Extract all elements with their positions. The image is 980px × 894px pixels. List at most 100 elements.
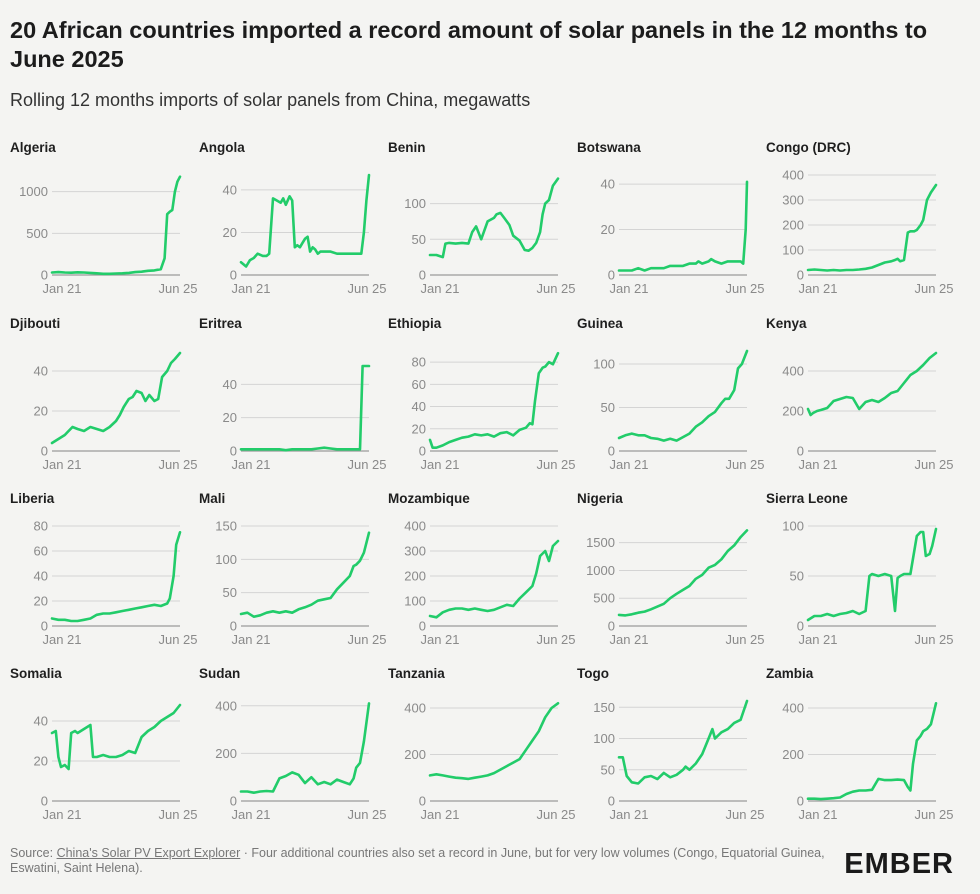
- series-line: [239, 364, 371, 452]
- y-tick-label: 0: [230, 619, 237, 634]
- panel-title: Sudan: [199, 666, 240, 681]
- x-tick-label: Jan 21: [609, 632, 648, 647]
- series-line: [50, 531, 182, 623]
- x-tick-label: Jun 25: [725, 807, 764, 822]
- x-tick-label: Jun 25: [347, 807, 386, 822]
- ember-logo: EMBER: [844, 848, 954, 880]
- y-tick-label: 20: [34, 404, 48, 419]
- y-tick-label: 0: [419, 794, 426, 809]
- y-tick-label: 0: [797, 444, 804, 459]
- series-line: [428, 351, 560, 449]
- y-tick-label: 40: [34, 569, 48, 584]
- y-tick-label: 0: [608, 794, 615, 809]
- y-tick-label: 300: [404, 544, 426, 559]
- x-tick-label: Jun 25: [536, 281, 575, 296]
- x-tick-label: Jun 25: [347, 632, 386, 647]
- y-tick-label: 400: [782, 168, 804, 183]
- panel-title: Tanzania: [388, 666, 445, 681]
- series-line: [806, 702, 938, 801]
- series-line: [617, 699, 749, 785]
- x-tick-label: Jan 21: [42, 281, 81, 296]
- y-tick-label: 50: [412, 232, 426, 247]
- y-tick-label: 150: [215, 519, 237, 534]
- series-line: [239, 173, 371, 268]
- x-tick-label: Jun 25: [536, 457, 575, 472]
- chart-panel: Eritrea 0 20 40 Jan 21 Jun 25: [199, 316, 387, 472]
- panel-title: Mozambique: [388, 491, 470, 506]
- panel-title: Ethiopia: [388, 316, 442, 331]
- chart-panel: Angola 0 20 40 Jan 21 Jun 25: [199, 140, 387, 296]
- y-tick-label: 20: [34, 754, 48, 769]
- x-tick-label: Jun 25: [347, 281, 386, 296]
- y-tick-label: 50: [601, 762, 615, 777]
- y-tick-label: 100: [593, 357, 615, 372]
- y-tick-label: 50: [790, 569, 804, 584]
- y-tick-label: 1000: [586, 563, 615, 578]
- y-tick-label: 100: [404, 594, 426, 609]
- x-tick-label: Jun 25: [536, 632, 575, 647]
- series-line: [428, 539, 560, 619]
- y-tick-label: 100: [404, 196, 426, 211]
- y-tick-label: 0: [608, 444, 615, 459]
- chart-panel: Algeria 0 500 1000 Jan 21 Jun 25: [10, 140, 198, 296]
- x-tick-label: Jun 25: [347, 457, 386, 472]
- source-prefix: Source:: [10, 846, 57, 860]
- series-line: [806, 527, 938, 622]
- panel-title: Nigeria: [577, 491, 623, 506]
- series-line: [428, 177, 560, 259]
- panel-title: Somalia: [10, 666, 62, 681]
- panel-title: Zambia: [766, 666, 814, 681]
- series-line: [806, 183, 938, 272]
- y-tick-label: 200: [782, 404, 804, 419]
- chart-panel: Nigeria 0 500 1000 1500 Jan 21 Jun 25: [577, 491, 765, 647]
- x-tick-label: Jan 21: [231, 281, 270, 296]
- x-tick-label: Jun 25: [914, 807, 953, 822]
- chart-panel: Ethiopia 0 20 40 60 80 Jan 21 Jun 25: [388, 316, 576, 472]
- y-tick-label: 400: [782, 700, 804, 715]
- y-tick-label: 40: [223, 377, 237, 392]
- series-line: [239, 702, 371, 794]
- x-tick-label: Jun 25: [725, 281, 764, 296]
- panel-title: Mali: [199, 491, 225, 506]
- panel-title: Kenya: [766, 316, 807, 331]
- y-tick-label: 20: [412, 421, 426, 436]
- x-tick-label: Jan 21: [231, 632, 270, 647]
- source-link[interactable]: China's Solar PV Export Explorer: [56, 846, 241, 860]
- y-tick-label: 400: [215, 698, 237, 713]
- y-tick-label: 40: [34, 714, 48, 729]
- chart-panel: Tanzania 0 200 400 Jan 21 Jun 25: [388, 666, 576, 822]
- panel-title: Congo (DRC): [766, 140, 851, 155]
- panel-title: Djibouti: [10, 316, 60, 331]
- chart-panel: Sierra Leone 0 50 100 Jan 21 Jun 25: [766, 491, 954, 647]
- series-line: [50, 175, 182, 276]
- series-line: [617, 529, 749, 617]
- panel-title: Eritrea: [199, 316, 242, 331]
- chart-panel: Liberia 0 20 40 60 80 Jan 21 Jun 25: [10, 491, 198, 647]
- y-tick-label: 50: [601, 400, 615, 415]
- chart-panel: Benin 0 50 100 Jan 21 Jun 25: [388, 140, 576, 296]
- series-line: [617, 180, 749, 272]
- y-tick-label: 20: [601, 222, 615, 237]
- y-tick-label: 0: [419, 619, 426, 634]
- x-tick-label: Jan 21: [798, 807, 837, 822]
- x-tick-label: Jan 21: [420, 632, 459, 647]
- y-tick-label: 0: [797, 619, 804, 634]
- y-tick-label: 40: [601, 177, 615, 192]
- y-tick-label: 0: [419, 268, 426, 283]
- y-tick-label: 0: [608, 619, 615, 634]
- chart-panel: Djibouti 0 20 40 Jan 21 Jun 25: [10, 316, 198, 472]
- y-tick-label: 100: [215, 552, 237, 567]
- y-tick-label: 1000: [19, 184, 48, 199]
- x-tick-label: Jun 25: [914, 281, 953, 296]
- x-tick-label: Jun 25: [914, 457, 953, 472]
- y-tick-label: 400: [404, 519, 426, 534]
- y-tick-label: 0: [41, 794, 48, 809]
- panel-title: Benin: [388, 140, 426, 155]
- y-tick-label: 0: [41, 268, 48, 283]
- panel-title: Togo: [577, 666, 609, 681]
- y-tick-label: 20: [223, 410, 237, 425]
- y-tick-label: 0: [230, 268, 237, 283]
- y-tick-label: 0: [230, 444, 237, 459]
- chart-panel: Guinea 0 50 100 Jan 21 Jun 25: [577, 316, 765, 472]
- x-tick-label: Jan 21: [609, 807, 648, 822]
